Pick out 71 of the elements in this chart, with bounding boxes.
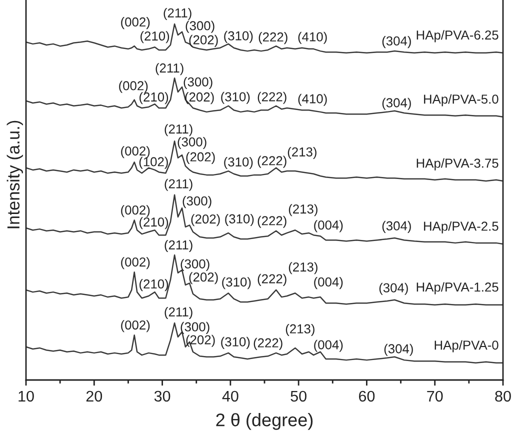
series-label: HAp/PVA-6.25 bbox=[416, 30, 498, 42]
annotation: (211) bbox=[164, 8, 192, 20]
annotation: (202) bbox=[185, 92, 214, 104]
annotation: (210) bbox=[140, 92, 168, 104]
annotation: (202) bbox=[191, 214, 220, 226]
annotation: (202) bbox=[189, 34, 218, 47]
annotation: (410) bbox=[298, 94, 327, 106]
annotation: (300) bbox=[182, 196, 212, 208]
x-tick-label: 50 bbox=[290, 390, 306, 402]
series-label: HAp/PVA-2.5 bbox=[424, 221, 498, 234]
annotation: (210) bbox=[140, 279, 168, 292]
annotation: (211) bbox=[164, 124, 192, 136]
x-tick-label: 20 bbox=[86, 390, 102, 402]
annotation: (222) bbox=[258, 92, 286, 104]
x-tick-label: 70 bbox=[427, 390, 443, 402]
annotation: (004) bbox=[314, 340, 343, 352]
y-axis-title: Intensity (a.u.) bbox=[6, 120, 23, 228]
annotation: (004) bbox=[314, 277, 343, 290]
annotation: (310) bbox=[221, 92, 250, 104]
annotation: (300) bbox=[184, 76, 212, 90]
annotation: (210) bbox=[140, 217, 168, 230]
annotation: (202) bbox=[186, 152, 215, 164]
annotation: (222) bbox=[258, 156, 286, 168]
series-label: HAp/PVA-0 bbox=[434, 340, 498, 352]
annotation: (310) bbox=[224, 30, 253, 43]
annotation: (004) bbox=[314, 220, 343, 232]
annotation: (300) bbox=[180, 322, 210, 334]
annotation: (202) bbox=[189, 272, 218, 284]
annotation: (002) bbox=[121, 17, 150, 30]
annotation: (002) bbox=[119, 80, 148, 93]
annotation: (304) bbox=[379, 282, 408, 295]
annotation: (304) bbox=[384, 344, 413, 356]
annotation: (310) bbox=[222, 277, 251, 290]
annotation: (213) bbox=[288, 147, 316, 160]
x-tick-label: 10 bbox=[18, 390, 34, 402]
annotation: (222) bbox=[254, 338, 282, 350]
annotation: (300) bbox=[178, 136, 206, 150]
annotation: (300) bbox=[180, 258, 210, 272]
annotation: (002) bbox=[121, 257, 150, 270]
annotation: (102) bbox=[139, 156, 168, 169]
annotation: (304) bbox=[382, 220, 411, 233]
x-tick-label: 30 bbox=[154, 390, 170, 402]
x-axis-title: 2 θ (degree) bbox=[216, 413, 313, 430]
x-tick-label: 40 bbox=[222, 390, 238, 402]
annotation: (213) bbox=[288, 262, 318, 274]
annotation: (310) bbox=[224, 157, 253, 170]
annotation: (222) bbox=[258, 216, 286, 228]
annotation: (310) bbox=[225, 214, 254, 226]
annotation: (304) bbox=[382, 36, 411, 48]
annotation: (300) bbox=[186, 20, 214, 33]
x-tick-label: 60 bbox=[358, 390, 375, 402]
x-tick-label: 80 bbox=[495, 390, 511, 402]
annotation: (222) bbox=[258, 274, 286, 286]
annotation: (213) bbox=[286, 324, 314, 336]
annotation: (210) bbox=[140, 31, 170, 44]
annotation: (410) bbox=[298, 32, 327, 44]
annotation: (211) bbox=[164, 178, 192, 191]
annotation: (222) bbox=[258, 32, 288, 44]
annotation: (211) bbox=[156, 63, 184, 76]
annotation: (211) bbox=[164, 307, 192, 320]
series-label: HAp/PVA-3.75 bbox=[416, 158, 498, 170]
annotation: (002) bbox=[121, 146, 150, 158]
series-label: HAp/PVA-5.0 bbox=[424, 94, 498, 106]
annotation: (202) bbox=[186, 334, 215, 347]
annotation: (213) bbox=[288, 204, 318, 216]
annotation: (002) bbox=[121, 205, 150, 218]
annotation: (304) bbox=[382, 98, 411, 110]
annotation: (211) bbox=[164, 240, 192, 252]
annotation: (002) bbox=[121, 320, 150, 332]
series-label: HAp/PVA-1.25 bbox=[416, 282, 498, 294]
annotation: (310) bbox=[221, 336, 250, 349]
